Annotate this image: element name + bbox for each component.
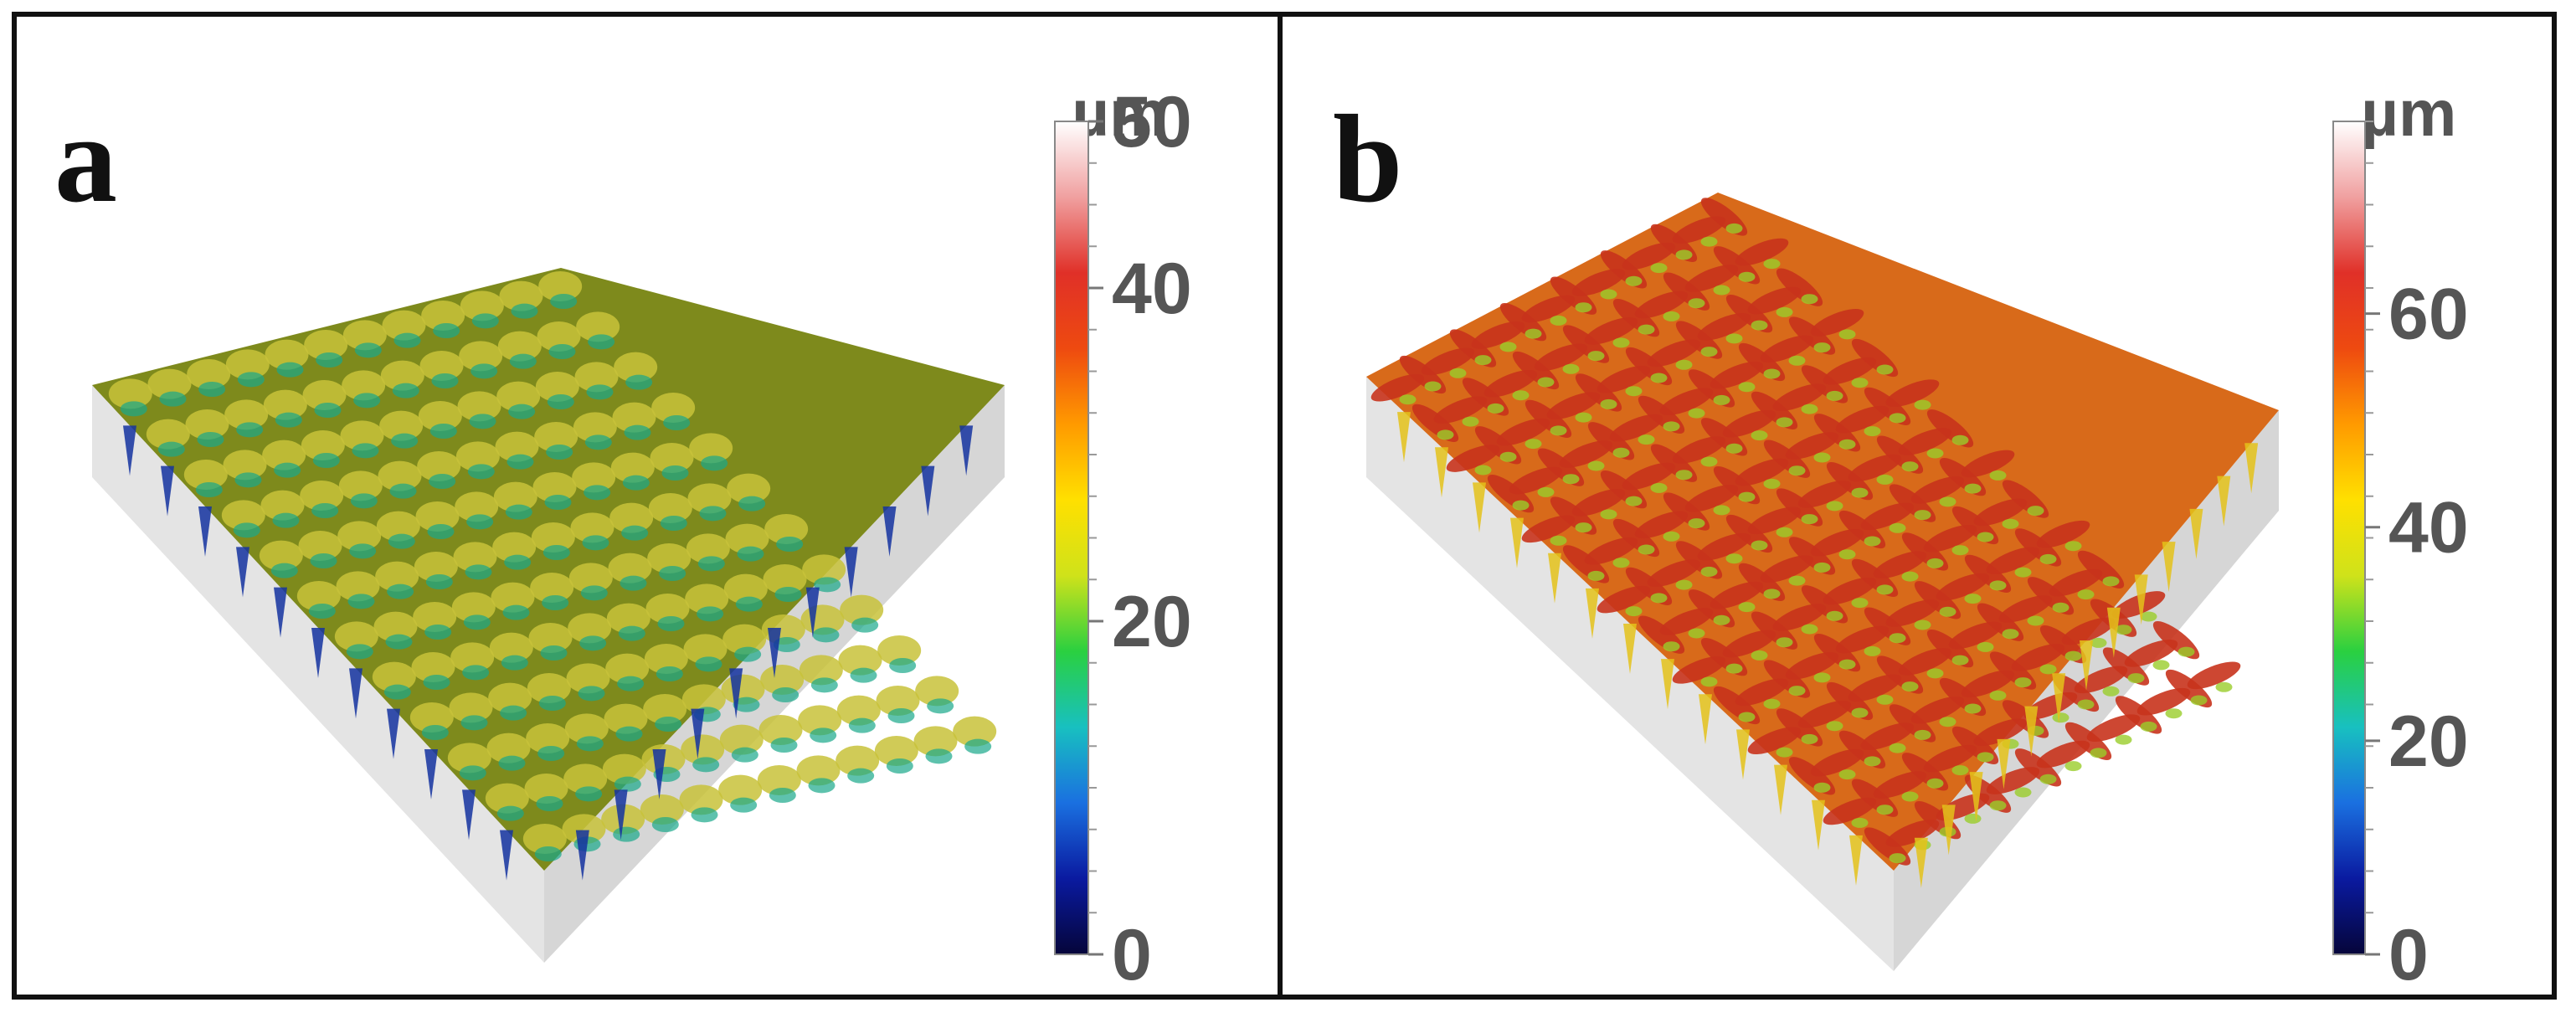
- surface-plot-a: [92, 268, 1005, 963]
- surface-features: [1370, 198, 2241, 866]
- colorbar-tick-label: 0: [2388, 915, 2429, 995]
- surface-top-face: [92, 268, 1005, 871]
- colorbar-tick-label: 50: [1112, 82, 1192, 162]
- colorbar-b: µm 0 20 40 60: [2321, 67, 2547, 995]
- surface-top-face: [1366, 193, 2279, 871]
- colorbar-tick-label: 40: [1112, 249, 1192, 329]
- colorbar-tick-label: 60: [2388, 275, 2469, 355]
- panel-a: a µm 0 20 40 50: [17, 17, 1278, 995]
- panel-divider: [1278, 12, 1283, 1000]
- colorbar-gradient: [2332, 121, 2366, 955]
- colorbar-unit-b: µm: [2361, 76, 2457, 150]
- panel-b: b µm 0 20 40 60: [1283, 17, 2552, 995]
- surface-edge-valleys: [123, 425, 974, 881]
- colorbar-svg-a: 0 20 40 50: [1054, 82, 1192, 995]
- panel-letter-b: b: [1333, 90, 1403, 229]
- surface-plot-b: [1366, 193, 2279, 971]
- colorbar-gradient: [1054, 121, 1089, 955]
- colorbar-a: µm 0 20 40 50: [1021, 67, 1273, 995]
- surface-features: [108, 271, 997, 861]
- colorbar-tick-label: 20: [1112, 582, 1192, 662]
- panel-letter-a: a: [54, 90, 117, 229]
- colorbar-svg-b: 0 20 40 60: [2332, 121, 2469, 995]
- figure-frame: [12, 12, 2557, 1000]
- colorbar-tick-label: 0: [1112, 915, 1152, 995]
- colorbar-tick-label: 40: [2388, 488, 2469, 568]
- surface-edge-valleys: [1397, 412, 2259, 888]
- colorbar-tick-label: 20: [2388, 702, 2469, 782]
